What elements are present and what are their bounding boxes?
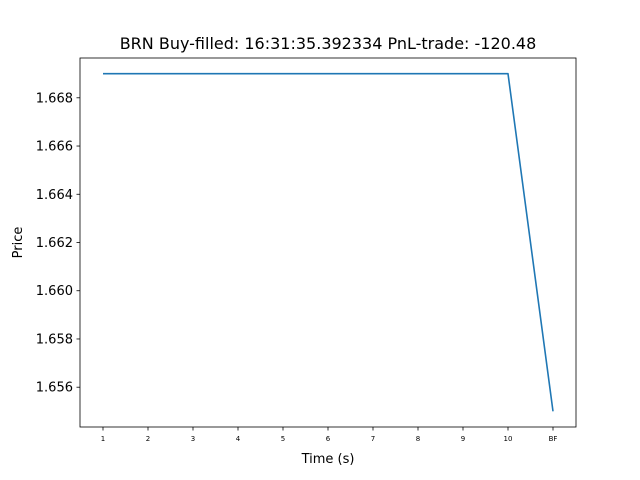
y-tick-label: 1.664	[36, 188, 73, 203]
x-tick-label: 3	[191, 435, 195, 443]
y-tick-label: 1.666	[36, 140, 73, 155]
x-axis-label: Time (s)	[301, 452, 355, 467]
y-tick-label: 1.668	[36, 91, 73, 106]
x-tick-label: 2	[146, 435, 150, 443]
chart-title: BRN Buy-filled: 16:31:35.392334 PnL-trad…	[120, 34, 537, 53]
y-tick-label: 1.658	[36, 332, 73, 347]
x-tick-label: 7	[371, 435, 375, 443]
x-tick-label: 10	[504, 435, 513, 443]
axis-ticks: 1 2 3 4 5 6 7 8 9 10 BF 1.656 1.658 1.660 1.662 1.664 1.…	[36, 91, 558, 443]
y-tick-label: 1.662	[36, 236, 73, 251]
y-axis-label: Price	[11, 227, 26, 259]
x-tick-label: BF	[549, 435, 558, 443]
x-tick-label: 5	[281, 435, 285, 443]
x-tick-label: 1	[101, 435, 105, 443]
x-tick-label: 9	[461, 435, 465, 443]
series-layer	[103, 72, 554, 412]
x-tick-label: 8	[416, 435, 420, 443]
price-series-line	[103, 72, 554, 412]
y-tick-label: 1.660	[36, 284, 73, 299]
x-tick-label: 4	[236, 435, 241, 443]
x-tick-label: 6	[326, 435, 331, 443]
y-tick-label: 1.656	[36, 381, 73, 396]
